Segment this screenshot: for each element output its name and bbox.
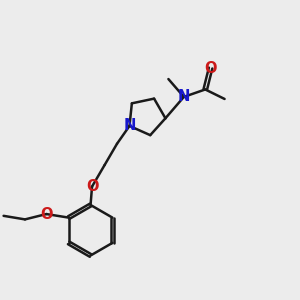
Text: O: O bbox=[40, 207, 52, 222]
Text: O: O bbox=[86, 179, 98, 194]
Text: N: N bbox=[178, 89, 190, 104]
Text: N: N bbox=[123, 118, 136, 134]
Text: O: O bbox=[204, 61, 217, 76]
